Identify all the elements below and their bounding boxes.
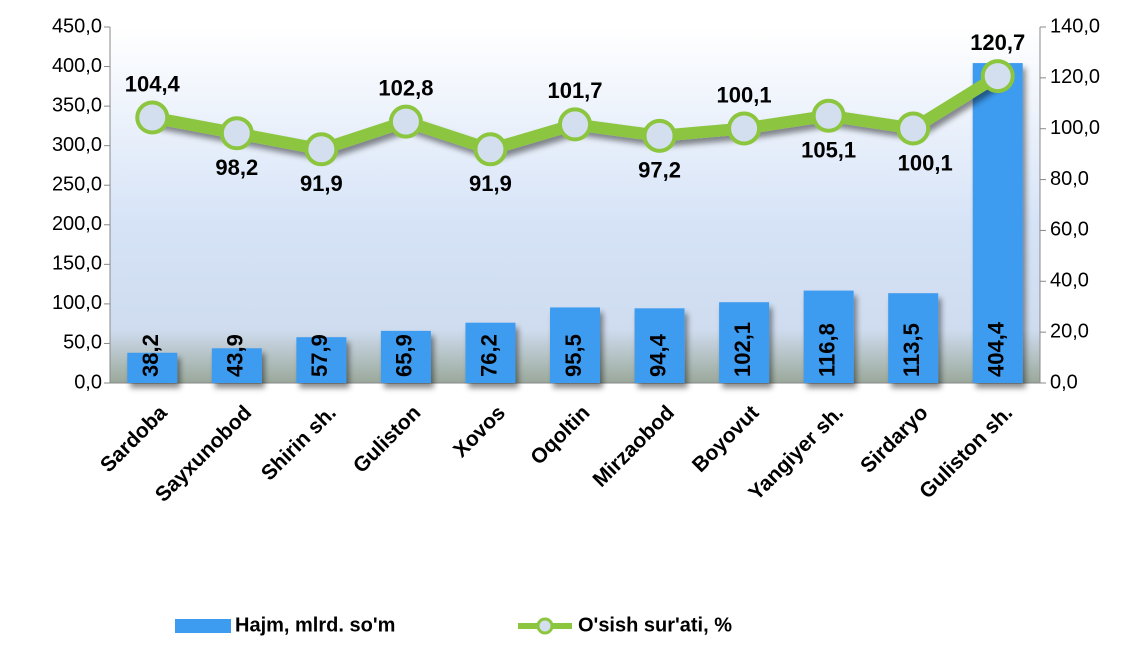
x-tick-label: Xovos bbox=[449, 401, 510, 462]
bar-value-label: 113,5 bbox=[899, 323, 924, 377]
line-value-label: 97,2 bbox=[638, 158, 681, 183]
bar-value-label: 38,2 bbox=[138, 334, 163, 377]
line-value-label: 98,2 bbox=[215, 155, 258, 180]
line-marker bbox=[304, 132, 339, 167]
y2-tick-label: 80,0 bbox=[1050, 168, 1089, 190]
line-value-label: 105,1 bbox=[801, 138, 856, 163]
bar bbox=[296, 337, 347, 383]
line-marker bbox=[388, 104, 423, 139]
bar bbox=[719, 302, 770, 383]
y-tick-label: 400,0 bbox=[52, 55, 102, 77]
bar-value-label: 102,1 bbox=[730, 322, 755, 377]
x-tick-label: Sirdaryo bbox=[856, 401, 933, 478]
y-tick-label: 250,0 bbox=[52, 174, 102, 196]
y-tick-label: 0,0 bbox=[74, 371, 102, 393]
line-marker bbox=[811, 98, 846, 133]
y2-tick-label: 0,0 bbox=[1050, 371, 1078, 393]
y-tick-label: 350,0 bbox=[52, 94, 102, 116]
y-tick-label: 150,0 bbox=[52, 253, 102, 275]
x-tick-label: Mirzaobod bbox=[588, 401, 679, 492]
bar bbox=[888, 293, 939, 383]
y2-tick-label: 100,0 bbox=[1050, 117, 1100, 139]
line-marker bbox=[135, 100, 170, 135]
bar bbox=[465, 322, 516, 383]
line-value-label: 100,1 bbox=[898, 150, 953, 175]
line-marker bbox=[642, 118, 677, 153]
line-value-label: 91,9 bbox=[469, 171, 512, 196]
bar-value-label: 57,9 bbox=[307, 334, 332, 377]
line-value-label: 104,4 bbox=[125, 71, 181, 96]
bar-value-label: 94,4 bbox=[645, 333, 670, 377]
bar bbox=[550, 307, 600, 383]
y2-tick-label: 40,0 bbox=[1050, 270, 1089, 292]
line-marker bbox=[219, 116, 254, 151]
bar bbox=[803, 290, 854, 383]
x-tick-label: Oqoltin bbox=[526, 401, 594, 469]
bar-value-label: 43,9 bbox=[223, 334, 248, 377]
line-marker bbox=[896, 111, 931, 146]
y-tick-label: 300,0 bbox=[52, 134, 102, 156]
bar-value-label: 404,4 bbox=[984, 321, 1009, 377]
y-tick-label: 450,0 bbox=[52, 15, 102, 37]
legend-label: O'sish sur'ati, % bbox=[578, 614, 732, 636]
y2-tick-label: 60,0 bbox=[1050, 219, 1089, 241]
bar bbox=[972, 63, 1023, 383]
x-tick-label: Shirin sh. bbox=[257, 401, 341, 485]
y2-tick-label: 140,0 bbox=[1050, 15, 1100, 37]
bar bbox=[380, 330, 431, 383]
legend-swatch-marker bbox=[536, 617, 554, 635]
line-marker bbox=[727, 111, 762, 146]
x-tick-label: Boyovut bbox=[688, 401, 764, 477]
line-value-label: 91,9 bbox=[300, 171, 343, 196]
line-marker bbox=[980, 59, 1015, 94]
bar-value-label: 65,9 bbox=[392, 334, 417, 377]
legend-swatch bbox=[175, 619, 231, 633]
x-tick-label: Sardoba bbox=[96, 401, 172, 477]
y2-tick-label: 20,0 bbox=[1050, 320, 1089, 342]
legend-label: Hajm, mlrd. so'm bbox=[235, 614, 395, 636]
line-value-label: 120,7 bbox=[970, 30, 1025, 55]
y-tick-label: 50,0 bbox=[63, 332, 102, 354]
bar bbox=[211, 348, 262, 383]
y-tick-label: 200,0 bbox=[52, 213, 102, 235]
bar-value-label: 95,5 bbox=[561, 334, 586, 377]
bar bbox=[127, 352, 178, 383]
x-tick-label: Guliston bbox=[349, 401, 425, 477]
line-value-label: 102,8 bbox=[378, 75, 433, 100]
line-value-label: 101,7 bbox=[547, 78, 602, 103]
bar bbox=[634, 308, 685, 383]
y-tick-label: 100,0 bbox=[52, 292, 102, 314]
bar-value-label: 76,2 bbox=[476, 334, 501, 377]
bar-value-label: 116,8 bbox=[814, 323, 839, 377]
y2-tick-label: 120,0 bbox=[1050, 66, 1100, 88]
line-marker bbox=[473, 132, 508, 167]
line-marker bbox=[558, 107, 592, 142]
line-value-label: 100,1 bbox=[717, 82, 772, 107]
